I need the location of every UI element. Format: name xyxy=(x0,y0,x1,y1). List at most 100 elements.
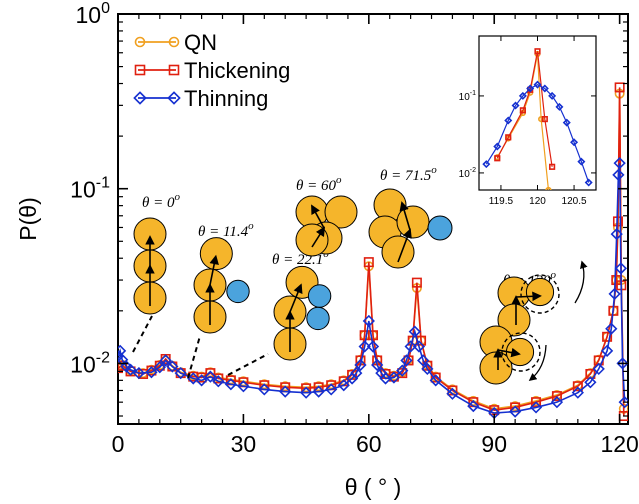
data-point-thinning xyxy=(412,340,426,353)
data-point-thickening xyxy=(531,397,542,408)
data-point-thinning xyxy=(132,366,146,380)
data-point-thinning xyxy=(571,386,584,399)
data-point-thinning xyxy=(429,374,442,387)
data-point-thinning xyxy=(508,405,522,418)
blue-particle xyxy=(427,215,453,241)
data-point-thinning xyxy=(605,322,618,335)
data-point-thinning xyxy=(312,385,325,398)
leader-line xyxy=(227,353,269,376)
inset-series-layer xyxy=(482,48,593,190)
inset-data-point xyxy=(555,102,564,111)
x-tick-label: 120 xyxy=(600,431,638,457)
inset-data-point xyxy=(533,80,542,89)
inset-chart: 119.5 120 120.5 10-1 10-2 xyxy=(459,35,597,207)
legend-marker-right xyxy=(168,36,180,48)
inset-data-point xyxy=(493,142,502,151)
data-point-thickening xyxy=(602,331,613,342)
blue-particle xyxy=(306,306,330,331)
inset-data-point xyxy=(538,115,545,123)
direction-arrow xyxy=(397,228,412,263)
inset-data-point xyxy=(545,186,552,190)
data-point-thinning xyxy=(529,401,543,414)
data-point-thickening xyxy=(572,381,583,392)
data-point-thinning xyxy=(584,376,597,389)
rotation-arrow xyxy=(528,344,547,381)
data-point-thinning xyxy=(616,357,628,370)
inset-series-line xyxy=(496,51,553,167)
data-point-thinning xyxy=(187,372,200,385)
legend-marker-right xyxy=(168,64,180,76)
legend-marker-left xyxy=(134,64,146,76)
direction-arrow xyxy=(311,226,326,248)
direction-arrow xyxy=(497,347,521,358)
inset-data-point xyxy=(482,160,491,169)
inset-data-point xyxy=(584,178,593,187)
inset-data-point xyxy=(511,101,520,110)
data-point-thinning xyxy=(174,366,187,380)
inset-x-tick-label: 120.5 xyxy=(562,196,587,207)
theta-label: θ = 71.5o xyxy=(380,164,437,184)
data-point-thinning xyxy=(212,375,225,388)
data-point-thinning xyxy=(299,386,313,399)
data-point-thinning xyxy=(404,340,417,353)
inset-data-point xyxy=(540,84,549,93)
data-point-thinning xyxy=(400,354,413,367)
y-tick-label: 100 xyxy=(76,0,111,28)
direction-arrow xyxy=(515,291,542,302)
legend: QN Thickening Thinning xyxy=(133,30,290,111)
inset-data-point xyxy=(494,155,501,162)
data-point-thinning xyxy=(358,340,371,353)
data-point-thinning xyxy=(224,378,238,391)
direction-arrow xyxy=(289,283,303,313)
data-point-thinning xyxy=(371,358,384,372)
annotation-theta-120: θ = 120o xyxy=(479,260,588,385)
axis-layer: 0 30 60 90 120 100 10-1 10-2 xyxy=(70,0,639,457)
x-tick-label: 30 xyxy=(231,431,257,457)
y-tick-label: 10-1 xyxy=(70,175,110,203)
legend-marker-right xyxy=(167,91,181,105)
data-point-thinning xyxy=(592,362,605,376)
data-point-thinning xyxy=(387,371,401,384)
data-point-thinning xyxy=(325,383,338,396)
inset-data-point xyxy=(548,91,557,100)
inset-data-point xyxy=(562,118,571,127)
leader-line xyxy=(187,335,201,379)
data-point-thinning xyxy=(467,399,480,413)
direction-arrow xyxy=(209,254,219,286)
data-point-thinning xyxy=(350,366,363,380)
inset-data-point xyxy=(504,116,513,125)
data-point-thinning xyxy=(610,227,623,241)
data-point-thinning xyxy=(204,370,217,383)
series-thinning xyxy=(118,157,628,420)
annotation-theta-0: θ = 0o xyxy=(132,191,181,353)
yellow-particle xyxy=(199,237,233,271)
inset-data-point xyxy=(505,134,512,141)
data-point-thickening xyxy=(614,82,625,93)
legend-entry-thickening: Thickening xyxy=(134,58,290,83)
inset-data-point xyxy=(549,163,556,170)
yellow-particle xyxy=(396,205,430,239)
inset-data-point xyxy=(534,48,541,55)
y-axis-label: P(θ) xyxy=(15,197,41,240)
data-point-thickening xyxy=(367,330,378,341)
inset-x-tick-label: 120 xyxy=(529,196,546,207)
legend-entry-qn: QN xyxy=(134,30,217,55)
data-point-thinning xyxy=(124,363,137,376)
x-axis-label: θ ( ° ) xyxy=(345,474,401,500)
series-line-thickening xyxy=(118,87,625,417)
theta-label: θ = 60o xyxy=(296,174,342,194)
inset-x-tick-label: 119.5 xyxy=(489,196,514,207)
inset-data-point xyxy=(570,138,579,147)
legend-label: Thinning xyxy=(184,86,268,111)
blue-particle xyxy=(307,284,332,308)
data-point-thinning xyxy=(362,314,375,328)
y-tick-label: 10-2 xyxy=(70,349,110,377)
data-point-thinning xyxy=(237,380,250,393)
data-point-thinning xyxy=(613,157,626,170)
data-point-thinning xyxy=(354,358,367,372)
data-point-thickening xyxy=(411,277,422,288)
theta-label: θ = 0o xyxy=(142,191,181,211)
legend-entry-thinning: Thinning xyxy=(133,86,268,111)
data-point-thinning xyxy=(417,354,430,367)
data-point-thinning xyxy=(279,385,292,398)
